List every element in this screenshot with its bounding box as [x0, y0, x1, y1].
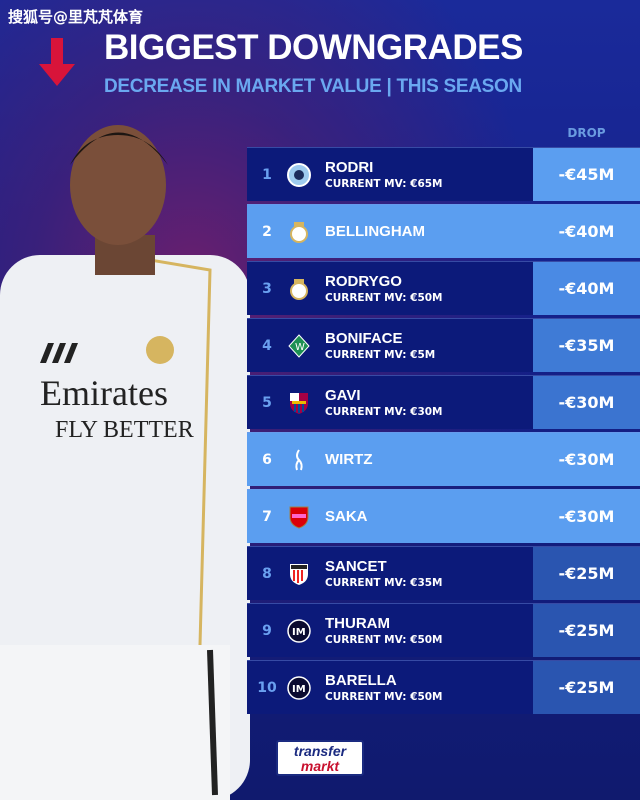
value-drop: -€25M: [533, 604, 640, 657]
inter-milan-crest-icon: IM: [287, 675, 311, 700]
svg-text:IM: IM: [292, 684, 306, 695]
table-row: 8 SANCET CURRENT MV: €35M -€25M: [247, 546, 640, 600]
shirt-sponsor: Emirates: [40, 373, 168, 413]
liverpool-crest-icon: [295, 448, 303, 470]
rank: 5: [262, 394, 272, 411]
barcelona-crest-icon: [290, 392, 308, 414]
table-row: 2 BELLINGHAM -€40M: [247, 204, 640, 258]
value-drop: -€30M: [533, 433, 640, 486]
player-name: BONIFACE: [325, 330, 403, 347]
player-name: RODRYGO: [325, 273, 402, 290]
table-row: 9 IM THURAM CURRENT MV: €50M -€25M: [247, 603, 640, 657]
column-header-drop: DROP: [567, 126, 606, 140]
page-title: BIGGEST DOWNGRADES: [104, 28, 523, 67]
value-drop: -€30M: [533, 490, 640, 543]
rank: 4: [262, 337, 272, 354]
player-name: SAKA: [325, 508, 368, 525]
value-drop: -€40M: [533, 205, 640, 258]
current-market-value: CURRENT MV: €30M: [325, 406, 443, 418]
current-market-value: CURRENT MV: €50M: [325, 691, 443, 703]
transfermarkt-logo: transfer markt: [276, 740, 364, 776]
werder-bremen-crest-icon: W: [288, 333, 310, 358]
current-market-value: CURRENT MV: €35M: [325, 577, 443, 589]
watermark: 搜狐号@里芃芃体育: [8, 8, 144, 26]
player-name: WIRTZ: [325, 451, 373, 468]
rankings-table: 1 RODRI CURRENT MV: €65M -€45M 2 BELLINGH…: [247, 147, 640, 717]
svg-text:W: W: [295, 342, 305, 353]
rank: 6: [262, 451, 272, 468]
athletic-bilbao-crest-icon: [290, 563, 308, 585]
rank: 3: [262, 280, 272, 297]
current-market-value: CURRENT MV: €65M: [325, 178, 443, 190]
shirt-tagline: FLY BETTER: [55, 417, 194, 443]
table-row: 5 GAVI CURRENT MV: €30M -€30M: [247, 375, 640, 429]
arsenal-crest-icon: [289, 506, 309, 529]
value-drop: -€30M: [533, 376, 640, 429]
real-madrid-crest-icon: [290, 221, 308, 243]
value-drop: -€25M: [533, 661, 640, 714]
current-market-value: CURRENT MV: €50M: [325, 292, 443, 304]
player-name: BELLINGHAM: [325, 223, 425, 240]
page-subtitle: DECREASE IN MARKET VALUE | THIS SEASON: [104, 76, 522, 97]
table-row: 7 SAKA -€30M: [247, 489, 640, 543]
player-name: GAVI: [325, 387, 361, 404]
man-city-crest-icon: [287, 162, 311, 187]
value-drop: -€45M: [533, 148, 640, 201]
rank: 1: [262, 166, 272, 183]
value-drop: -€40M: [533, 262, 640, 315]
inter-milan-crest-icon: IM: [287, 618, 311, 643]
table-row: 4 W BONIFACE CURRENT MV: €5M -€35M: [247, 318, 640, 372]
player-photo: Emirates FLY BETTER: [0, 125, 250, 800]
rank: 10: [257, 679, 277, 696]
real-madrid-crest-icon: [290, 278, 308, 300]
table-row: 3 RODRYGO CURRENT MV: €50M -€40M: [247, 261, 640, 315]
value-drop: -€35M: [533, 319, 640, 372]
table-row: 6 WIRTZ -€30M: [247, 432, 640, 486]
table-row: 10 IM BARELLA CURRENT MV: €50M -€25M: [247, 660, 640, 714]
value-drop: -€25M: [533, 547, 640, 600]
current-market-value: CURRENT MV: €5M: [325, 349, 436, 361]
player-name: BARELLA: [325, 672, 397, 689]
table-row: 1 RODRI CURRENT MV: €65M -€45M: [247, 147, 640, 201]
player-name: THURAM: [325, 615, 390, 632]
player-name: SANCET: [325, 558, 387, 575]
rank: 7: [262, 508, 272, 525]
svg-text:IM: IM: [292, 627, 306, 638]
rank: 9: [262, 622, 272, 639]
down-arrow-icon: [39, 38, 75, 86]
rank: 8: [262, 565, 272, 582]
current-market-value: CURRENT MV: €50M: [325, 634, 443, 646]
player-name: RODRI: [325, 159, 374, 176]
rank: 2: [262, 223, 272, 240]
